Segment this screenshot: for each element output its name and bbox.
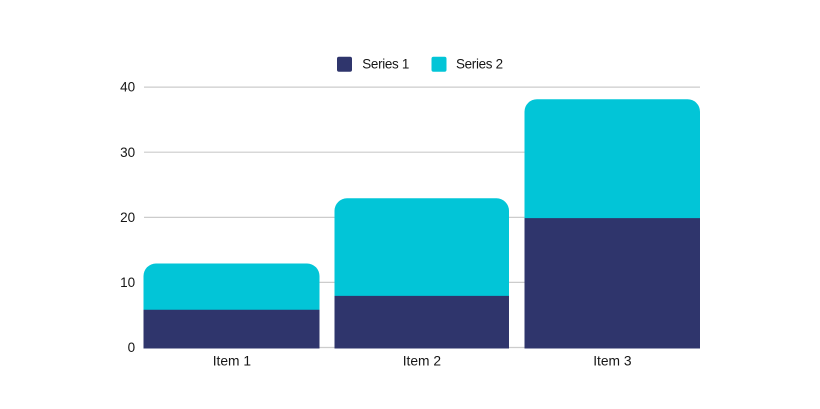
svg-text:Series 1: Series 1 bbox=[362, 56, 409, 71]
svg-text:Item 2: Item 2 bbox=[403, 354, 441, 369]
svg-text:20: 20 bbox=[120, 210, 135, 225]
svg-text:Item 3: Item 3 bbox=[593, 354, 632, 369]
svg-text:10: 10 bbox=[120, 275, 135, 290]
svg-text:30: 30 bbox=[120, 145, 135, 160]
svg-text:Item 1: Item 1 bbox=[213, 354, 251, 369]
svg-text:40: 40 bbox=[120, 80, 135, 95]
svg-text:0: 0 bbox=[128, 340, 136, 355]
svg-text:Series 2: Series 2 bbox=[456, 56, 503, 71]
